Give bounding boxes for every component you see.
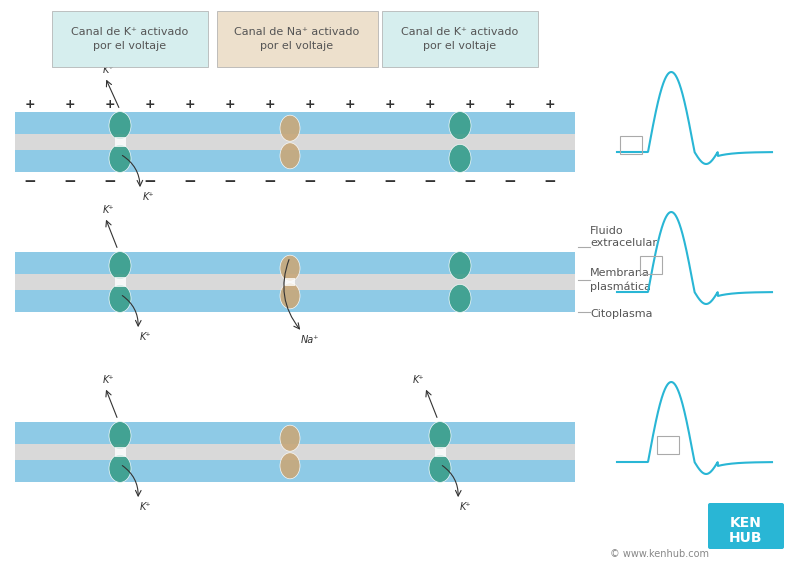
Text: K⁺: K⁺	[459, 502, 470, 512]
Text: Citoplasma: Citoplasma	[590, 309, 653, 319]
Ellipse shape	[429, 422, 451, 450]
FancyBboxPatch shape	[15, 112, 575, 134]
Text: K⁺: K⁺	[412, 375, 424, 385]
Text: K⁺: K⁺	[139, 332, 150, 342]
Text: −: −	[104, 174, 116, 189]
FancyBboxPatch shape	[114, 137, 126, 147]
FancyBboxPatch shape	[15, 150, 575, 172]
FancyBboxPatch shape	[434, 447, 446, 457]
FancyBboxPatch shape	[52, 11, 208, 67]
Text: Membrana
plasmática: Membrana plasmática	[590, 269, 651, 292]
Text: −: −	[384, 174, 396, 189]
Ellipse shape	[449, 252, 471, 280]
Text: Na⁺: Na⁺	[301, 335, 319, 345]
Text: K⁺: K⁺	[139, 502, 150, 512]
Text: −: −	[424, 174, 436, 189]
Text: +: +	[465, 97, 475, 111]
FancyBboxPatch shape	[15, 134, 575, 154]
Text: Canal de K⁺ activado
por el voltaje: Canal de K⁺ activado por el voltaje	[402, 28, 518, 51]
Text: −: −	[224, 174, 236, 189]
Ellipse shape	[280, 255, 300, 281]
Text: KEN: KEN	[730, 516, 762, 530]
Text: −: −	[184, 174, 196, 189]
Text: +: +	[385, 97, 395, 111]
FancyBboxPatch shape	[382, 11, 538, 67]
Text: +: +	[145, 97, 155, 111]
Ellipse shape	[280, 143, 300, 169]
FancyBboxPatch shape	[15, 290, 575, 312]
Text: −: −	[504, 174, 516, 189]
Text: +: +	[105, 97, 115, 111]
Ellipse shape	[280, 425, 300, 451]
Text: +: +	[225, 97, 235, 111]
Text: Canal de Na⁺ activado
por el voltaje: Canal de Na⁺ activado por el voltaje	[234, 28, 360, 51]
Ellipse shape	[109, 112, 131, 139]
FancyBboxPatch shape	[708, 503, 784, 549]
Ellipse shape	[449, 144, 471, 173]
Text: −: −	[264, 174, 276, 189]
Text: © www.kenhub.com: © www.kenhub.com	[610, 549, 710, 559]
Text: −: −	[24, 174, 36, 189]
Text: −: −	[464, 174, 476, 189]
Text: K⁺: K⁺	[102, 375, 114, 385]
Text: HUB: HUB	[730, 531, 762, 545]
Ellipse shape	[429, 455, 451, 482]
FancyBboxPatch shape	[15, 274, 575, 294]
Ellipse shape	[109, 455, 131, 482]
Text: +: +	[185, 97, 195, 111]
Text: +: +	[545, 97, 555, 111]
Text: +: +	[265, 97, 275, 111]
Ellipse shape	[109, 422, 131, 450]
Ellipse shape	[449, 112, 471, 139]
FancyBboxPatch shape	[285, 278, 295, 286]
Text: +: +	[425, 97, 435, 111]
Text: Canal de K⁺ activado
por el voltaje: Canal de K⁺ activado por el voltaje	[71, 28, 189, 51]
Ellipse shape	[280, 453, 300, 479]
Text: −: −	[344, 174, 356, 189]
FancyBboxPatch shape	[15, 460, 575, 482]
Ellipse shape	[109, 144, 131, 173]
Text: +: +	[65, 97, 75, 111]
Text: K⁺: K⁺	[102, 205, 114, 215]
FancyBboxPatch shape	[114, 447, 126, 457]
Text: Fluido
extracelular: Fluido extracelular	[590, 226, 657, 248]
Text: +: +	[345, 97, 355, 111]
Text: K⁺: K⁺	[102, 65, 114, 75]
Ellipse shape	[280, 115, 300, 141]
Text: −: −	[144, 174, 156, 189]
Text: −: −	[544, 174, 556, 189]
Text: K⁺: K⁺	[142, 192, 154, 202]
Ellipse shape	[109, 252, 131, 280]
Text: +: +	[505, 97, 515, 111]
Text: −: −	[64, 174, 76, 189]
Text: +: +	[25, 97, 35, 111]
FancyBboxPatch shape	[114, 277, 126, 287]
Ellipse shape	[449, 284, 471, 312]
FancyBboxPatch shape	[15, 444, 575, 464]
FancyBboxPatch shape	[15, 252, 575, 274]
Ellipse shape	[109, 284, 131, 312]
FancyBboxPatch shape	[217, 11, 378, 67]
FancyBboxPatch shape	[15, 422, 575, 444]
Ellipse shape	[280, 283, 300, 309]
Text: +: +	[305, 97, 315, 111]
Text: −: −	[304, 174, 316, 189]
